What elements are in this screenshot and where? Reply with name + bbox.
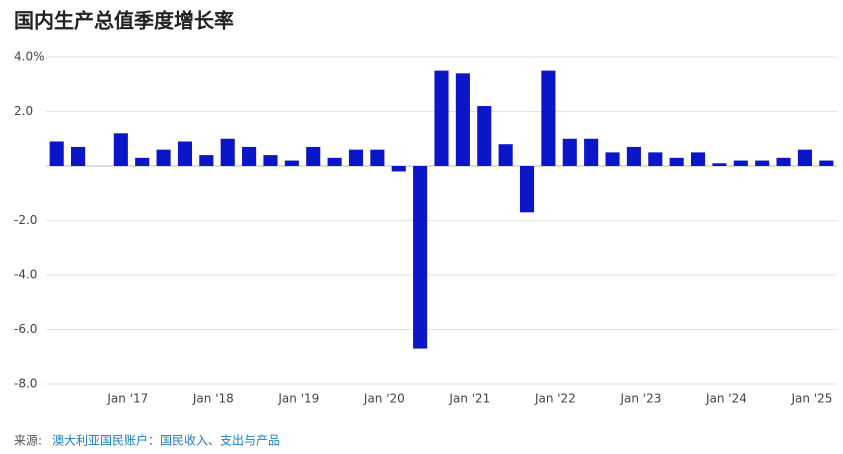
- bar: [370, 149, 385, 166]
- bar: [562, 138, 577, 166]
- y-tick-label: -8.0: [14, 377, 37, 391]
- bar: [199, 155, 214, 166]
- bar: [242, 146, 257, 166]
- y-tick-label: 4.0%: [14, 50, 45, 64]
- y-tick-label: -2.0: [14, 213, 37, 227]
- x-tick-label: Jan '23: [619, 392, 661, 406]
- bar: [712, 163, 727, 166]
- bar: [306, 146, 321, 166]
- bar: [113, 133, 128, 166]
- y-tick-label: 2.0: [14, 104, 33, 118]
- x-tick-label: Jan '19: [277, 392, 319, 406]
- source-label: 来源:: [14, 434, 42, 448]
- bar: [733, 160, 748, 166]
- x-tick-label: Jan '24: [705, 392, 747, 406]
- bar: [819, 160, 834, 166]
- y-tick-label: -6.0: [14, 322, 37, 336]
- bar: [348, 149, 364, 166]
- y-tick-label: -4.0: [14, 268, 37, 282]
- x-tick-label: Jan '25: [790, 392, 832, 406]
- x-tick-label: Jan '21: [448, 392, 490, 406]
- bar: [263, 155, 278, 166]
- bar: [541, 70, 556, 166]
- source-link[interactable]: 澳大利亚国民账户：国民收入、支出与产品: [52, 433, 280, 448]
- bar: [584, 138, 599, 166]
- bar: [776, 157, 791, 166]
- bar: [648, 152, 663, 166]
- bar: [605, 152, 620, 166]
- chart-title: 国内生产总值季度增长率: [14, 9, 234, 33]
- bar: [413, 166, 428, 349]
- x-tick-label: Jan '22: [534, 392, 576, 406]
- bar: [220, 138, 235, 166]
- bar: [391, 166, 406, 172]
- bar: [498, 144, 513, 166]
- bar: [755, 160, 770, 166]
- bar: [519, 166, 535, 213]
- bar: [49, 141, 64, 166]
- bar: [177, 141, 193, 166]
- bar: [455, 73, 470, 166]
- bar: [284, 160, 299, 166]
- bar: [797, 149, 812, 166]
- bar: [135, 157, 150, 166]
- bar: [327, 157, 342, 166]
- bar: [477, 106, 492, 166]
- bar: [626, 146, 641, 166]
- bar: [669, 157, 684, 166]
- bar: [156, 149, 171, 166]
- x-tick-label: Jan '17: [106, 392, 148, 406]
- x-tick-label: Jan '20: [363, 392, 405, 406]
- bar: [71, 146, 86, 166]
- bar: [690, 152, 706, 166]
- x-tick-label: Jan '18: [192, 392, 234, 406]
- bar: [434, 70, 449, 166]
